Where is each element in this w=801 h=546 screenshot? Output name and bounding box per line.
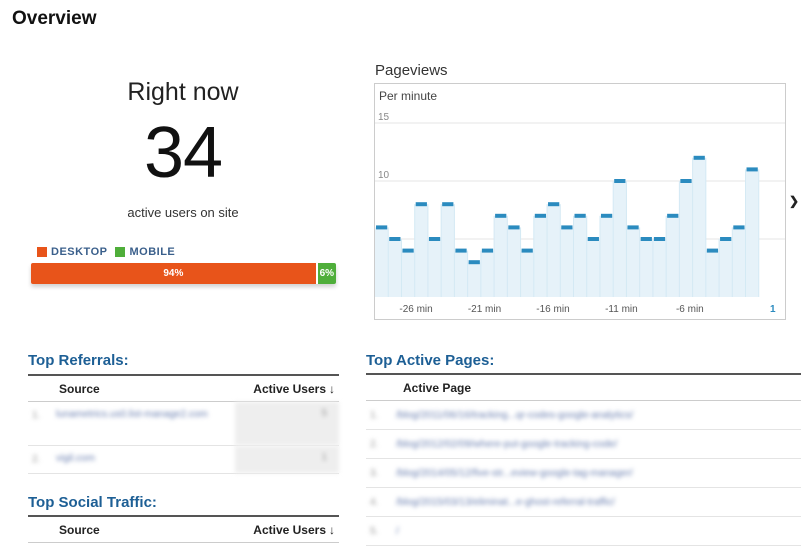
table-row: 1. lunametrics.us0.list-manage2.com 5 <box>28 402 339 446</box>
row-number: 2. <box>32 454 41 465</box>
legend-desktop-label: DESKTOP <box>51 246 108 258</box>
pageviews-chart: Per minute 51015-26 min-21 min-16 min-11… <box>374 83 786 320</box>
row-number: 4. <box>370 496 379 508</box>
pageviews-bar-cap <box>376 225 388 230</box>
active-page-link[interactable]: /blog/2014/05/12/five-str...eview-google… <box>396 467 633 479</box>
right-now-label: Right now <box>127 78 239 106</box>
row-number: 5. <box>370 525 379 537</box>
table-row: 1. /blog/2011/06/16/tracking...qr-codes-… <box>366 401 801 430</box>
pageviews-bar-cap <box>706 248 719 253</box>
x-tick-label: -6 min <box>676 304 704 315</box>
x-tick-label: -11 min <box>605 304 638 315</box>
arrow-down-icon: ↓ <box>329 381 335 396</box>
active-page-link[interactable]: /blog/2011/06/16/tracking...qr-codes-goo… <box>396 409 634 421</box>
end-marker: 1 <box>770 304 776 315</box>
x-tick-label: -16 min <box>536 304 569 315</box>
pageviews-bar-cap <box>561 225 573 230</box>
top-referrals-table: Source Active Users ↓ 1. lunametrics.us0.… <box>28 374 339 474</box>
pageviews-bar-cap <box>389 237 401 241</box>
referral-source-link[interactable]: lunametrics.us0.list-manage2.com <box>56 409 208 420</box>
col-source[interactable]: Source <box>59 522 100 537</box>
pageviews-bar-cap <box>733 225 745 230</box>
x-tick-label: -26 min <box>399 304 432 315</box>
pageviews-bar-cap <box>402 248 414 253</box>
col-active-users-label: Active Users <box>253 522 326 537</box>
x-tick-label: -21 min <box>468 304 501 315</box>
pageviews-bar-cap <box>614 179 626 183</box>
top-pages-table: Active Page 1. /blog/2011/06/16/tracking… <box>366 373 801 546</box>
row-number: 2. <box>370 438 379 450</box>
desktop-swatch <box>37 247 47 257</box>
top-social-table: Source Active Users ↓ <box>28 515 339 543</box>
col-active-users-label: Active Users <box>253 381 326 396</box>
mobile-swatch <box>115 247 126 257</box>
active-page-link[interactable]: / <box>396 525 399 537</box>
y-tick-label: 15 <box>378 112 390 123</box>
pageviews-bar-cap <box>534 213 547 218</box>
table-row: 2. /blog/2012/02/09/where-put-google-tra… <box>366 430 801 459</box>
legend-desktop: DESKTOP <box>37 246 107 258</box>
pageviews-title: Pageviews <box>375 62 448 79</box>
pageviews-bar-cap <box>428 237 441 241</box>
pageviews-bar-cap <box>693 155 705 160</box>
table-row: 4. /blog/2015/03/13/eliminat...e-ghost-r… <box>366 488 801 517</box>
mobile-segment: 6% <box>317 263 336 284</box>
col-source[interactable]: Source <box>59 381 100 396</box>
col-active-users[interactable]: Active Users ↓ <box>253 523 335 537</box>
referral-active-users: 1 <box>235 446 339 473</box>
col-active-page[interactable]: Active Page <box>403 380 472 395</box>
table-header: Active Page <box>366 375 801 401</box>
pageviews-bar-cap <box>495 213 507 218</box>
device-legend: DESKTOP MOBILE <box>37 246 175 258</box>
table-header: Source Active Users ↓ <box>28 376 339 402</box>
legend-mobile: MOBILE <box>115 246 175 258</box>
y-tick-label: 10 <box>378 170 390 181</box>
pageviews-bar-cap <box>415 202 427 207</box>
page-title: Overview <box>12 8 97 29</box>
legend-mobile-label: MOBILE <box>129 246 176 258</box>
col-active-users[interactable]: Active Users ↓ <box>253 382 335 396</box>
top-pages-title: Top Active Pages: <box>366 352 495 369</box>
active-users-subtitle: active users on site <box>127 205 239 220</box>
chevron-right-icon[interactable]: ❯ <box>789 194 800 208</box>
active-page-link[interactable]: /blog/2015/03/13/eliminat...e-ghost-refe… <box>396 496 615 508</box>
top-referrals-title: Top Referrals: <box>28 352 129 369</box>
active-page-link[interactable]: /blog/2012/02/09/where-put-google-tracki… <box>396 438 618 450</box>
pageviews-bar-cap <box>720 237 732 241</box>
active-user-count: 34 <box>143 113 223 193</box>
pageviews-bar-cap <box>548 202 560 207</box>
pageviews-bar-cap <box>481 248 494 253</box>
pageviews-bar-cap <box>442 202 454 207</box>
desktop-segment: 94% <box>31 263 318 284</box>
table-row: 5. / <box>366 517 801 546</box>
table-header: Source Active Users ↓ <box>28 517 339 543</box>
row-number: 1. <box>370 409 379 421</box>
pageviews-bar-cap <box>574 213 586 218</box>
pageviews-bar-cap <box>600 213 613 218</box>
right-now-panel: Right now 34 active users on site <box>28 78 338 220</box>
pageviews-bar-cap <box>680 179 692 183</box>
referral-source-link[interactable]: vigil.com <box>56 453 95 464</box>
row-number: 3. <box>370 467 379 479</box>
device-split-bar: 94% 6% <box>31 263 336 284</box>
pageviews-bar-cap <box>455 248 467 253</box>
pageviews-bar-cap <box>746 167 758 172</box>
pageviews-bar-cap <box>521 248 533 253</box>
table-row: 2. vigil.com 1 <box>28 446 339 474</box>
pageviews-bar-cap <box>640 237 652 241</box>
pageviews-bar-cap <box>653 237 666 241</box>
top-social-title: Top Social Traffic: <box>28 494 157 511</box>
pageviews-bar-cap <box>468 260 480 265</box>
table-row: 3. /blog/2014/05/12/five-str...eview-goo… <box>366 459 801 488</box>
pageviews-subtitle: Per minute <box>379 89 438 103</box>
row-number: 1. <box>32 410 41 421</box>
pageviews-bar-cap <box>587 237 599 241</box>
referral-active-users: 5 <box>235 402 339 445</box>
pageviews-bar-cap <box>667 213 679 218</box>
pageviews-bar-cap <box>508 225 520 230</box>
arrow-down-icon: ↓ <box>329 522 335 537</box>
pageviews-bar-cap <box>627 225 639 230</box>
